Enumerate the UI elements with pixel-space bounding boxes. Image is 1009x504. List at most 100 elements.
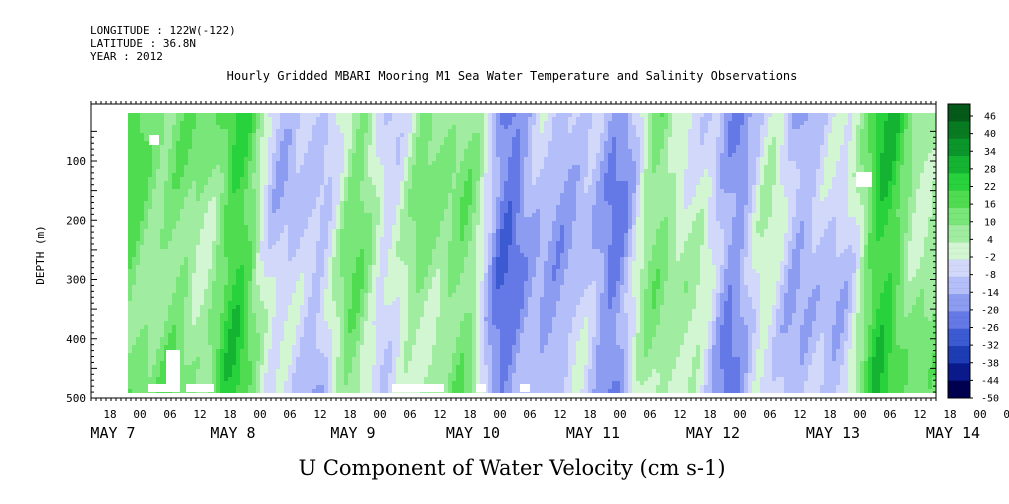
heat-cell: [412, 177, 416, 181]
heat-cell: [336, 333, 340, 337]
heat-cell: [376, 209, 380, 213]
heat-cell: [264, 385, 268, 389]
heat-cell: [304, 373, 308, 377]
heat-cell: [192, 321, 196, 325]
heat-cell: [128, 121, 132, 125]
heat-cell: [324, 269, 328, 273]
heat-cell: [304, 249, 308, 253]
heat-cell: [188, 173, 192, 177]
heat-cell: [288, 225, 292, 229]
heat-cell: [224, 149, 228, 153]
heat-cell: [212, 333, 216, 337]
heat-cell: [200, 305, 204, 309]
heat-cell: [216, 385, 220, 389]
heat-cell: [376, 229, 380, 233]
heat-cell: [368, 369, 372, 373]
heat-cell: [220, 209, 224, 213]
heat-cell: [160, 265, 164, 269]
heat-cell: [384, 201, 388, 205]
heat-cell: [152, 369, 156, 373]
heat-cell: [248, 153, 252, 157]
heat-cell: [156, 361, 160, 365]
heat-cell: [300, 301, 304, 305]
heat-cell: [328, 313, 332, 317]
heat-cell: [340, 293, 344, 297]
heat-cell: [372, 361, 376, 365]
heat-cell: [336, 349, 340, 353]
heat-cell: [136, 369, 140, 373]
heat-cell: [208, 285, 212, 289]
heat-cell: [316, 121, 320, 125]
heat-cell: [180, 193, 184, 197]
heat-cell: [304, 317, 308, 321]
heat-cell: [244, 357, 248, 361]
heat-cell: [188, 189, 192, 193]
heat-cell: [156, 313, 160, 317]
heat-cell: [192, 265, 196, 269]
heat-cell: [408, 277, 412, 281]
heat-cell: [240, 341, 244, 345]
heat-cell: [372, 281, 376, 285]
heat-cell: [376, 253, 380, 257]
heat-cell: [276, 241, 280, 245]
heat-cell: [256, 173, 260, 177]
heat-cell: [364, 133, 368, 137]
heat-cell: [180, 201, 184, 205]
heat-cell: [148, 369, 152, 373]
heat-cell: [360, 157, 364, 161]
heat-cell: [256, 137, 260, 141]
heat-cell: [248, 129, 252, 133]
heat-cell: [356, 221, 360, 225]
heat-cell: [328, 125, 332, 129]
heat-cell: [380, 353, 384, 357]
heat-cell: [296, 205, 300, 209]
heat-cell: [280, 273, 284, 277]
heat-cell: [272, 173, 276, 177]
heat-cell: [340, 113, 344, 117]
heat-cell: [192, 161, 196, 165]
heat-cell: [128, 161, 132, 165]
heat-cell: [272, 293, 276, 297]
heat-cell: [396, 353, 400, 357]
heat-cell: [184, 361, 188, 365]
heat-cell: [324, 321, 328, 325]
heat-cell: [304, 133, 308, 137]
heat-cell: [156, 261, 160, 265]
heat-cell: [388, 349, 392, 353]
heat-cell: [220, 169, 224, 173]
heat-cell: [196, 345, 200, 349]
heat-cell: [128, 229, 132, 233]
heat-cell: [336, 341, 340, 345]
heat-cell: [256, 353, 260, 357]
heat-cell: [308, 377, 312, 381]
heat-cell: [224, 217, 228, 221]
heat-cell: [160, 369, 164, 373]
heat-cell: [248, 297, 252, 301]
heat-cell: [372, 273, 376, 277]
heat-cell: [196, 297, 200, 301]
heat-cell: [408, 341, 412, 345]
heat-cell: [356, 385, 360, 389]
heat-cell: [380, 213, 384, 217]
heat-cell: [360, 241, 364, 245]
heat-cell: [292, 293, 296, 297]
heat-cell: [344, 389, 348, 393]
heat-cell: [168, 337, 172, 341]
heat-cell: [200, 205, 204, 209]
heat-cell: [176, 281, 180, 285]
heat-cell: [172, 153, 176, 157]
heat-cell: [184, 157, 188, 161]
heat-cell: [212, 233, 216, 237]
heat-cell: [356, 201, 360, 205]
heat-cell: [144, 237, 148, 241]
heat-cell: [344, 181, 348, 185]
heat-cell: [200, 149, 204, 153]
heat-cell: [324, 389, 328, 393]
heat-cell: [312, 141, 316, 145]
heat-cell: [292, 385, 296, 389]
heat-cell: [320, 125, 324, 129]
heat-cell: [232, 277, 236, 281]
heat-cell: [248, 333, 252, 337]
heat-cell: [228, 321, 232, 325]
heat-cell: [320, 361, 324, 365]
